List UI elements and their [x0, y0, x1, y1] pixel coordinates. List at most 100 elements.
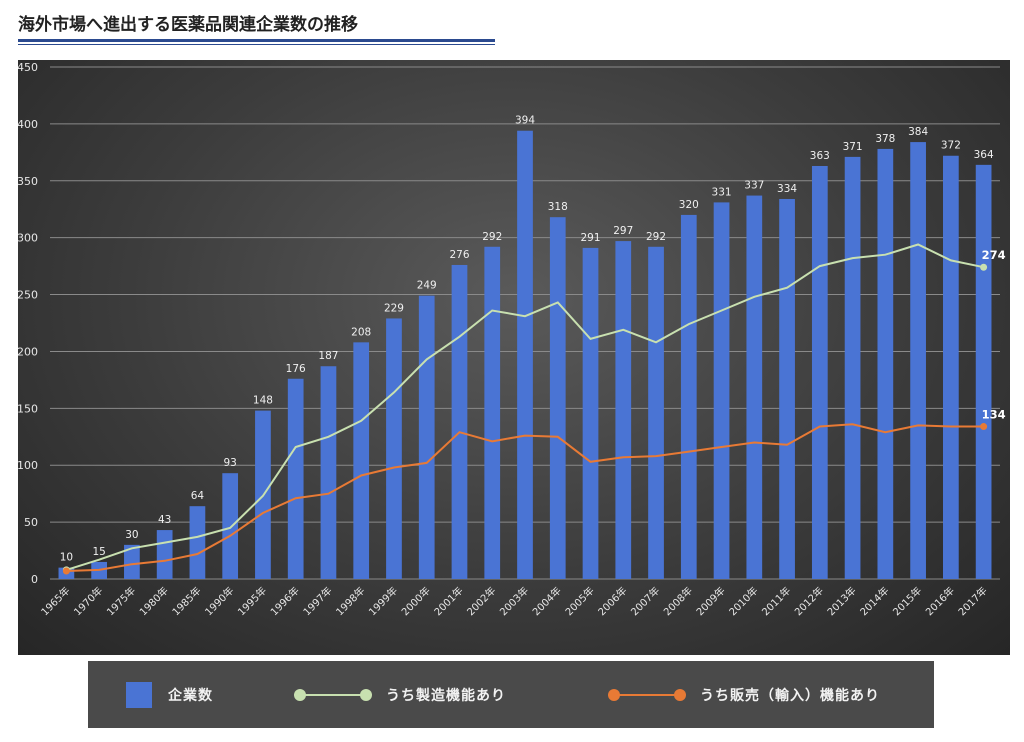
- bar-value-label: 30: [125, 529, 138, 541]
- x-tick-label: 2014年: [857, 584, 891, 618]
- x-tick-label: 2011年: [759, 584, 793, 618]
- bar: [844, 156, 861, 579]
- bar: [124, 544, 140, 579]
- bar: [156, 530, 173, 579]
- bar-value-label: 10: [60, 552, 73, 564]
- legend-item-manufacturing: うち製造機能あり: [294, 661, 506, 728]
- sales-line: [66, 423, 984, 572]
- bar: [615, 241, 632, 579]
- x-tick-label: 1975年: [104, 584, 138, 618]
- x-tick-label: 1985年: [169, 584, 203, 618]
- legend-swatch-companies: [126, 681, 152, 708]
- x-tick-label: 2015年: [890, 584, 924, 618]
- bar: [975, 164, 992, 580]
- bar: [353, 342, 370, 579]
- y-tick-label: 50: [24, 516, 38, 529]
- bar: [779, 198, 795, 579]
- bar-value-label: 249: [417, 280, 437, 292]
- y-tick-label: 100: [18, 459, 38, 472]
- bar: [517, 130, 533, 579]
- x-tick-label: 2012年: [792, 584, 826, 618]
- bar: [287, 378, 304, 579]
- bar: [713, 202, 730, 579]
- bar-value-label: 378: [875, 133, 895, 145]
- x-tick-label: 2009年: [693, 584, 727, 618]
- bar: [910, 142, 926, 579]
- bar-value-label: 176: [286, 363, 306, 375]
- x-tick-label: 2000年: [399, 584, 433, 618]
- bar-value-label: 229: [384, 302, 404, 314]
- bar-value-label: 187: [318, 350, 338, 362]
- x-tick-label: 2013年: [824, 584, 858, 618]
- bar-value-label: 15: [92, 546, 105, 558]
- x-tick-label: 1990年: [202, 584, 236, 618]
- legend-item-sales: うち販売（輸入）機能あり: [608, 661, 880, 728]
- bar-value-label: 64: [191, 490, 205, 502]
- bar-value-label: 363: [810, 150, 830, 162]
- x-tick-label: 2003年: [497, 584, 531, 618]
- legend-label-companies: 企業数: [168, 687, 213, 704]
- x-tick-label: 1980年: [137, 584, 171, 618]
- y-tick-label: 150: [18, 402, 38, 415]
- x-tick-label: 2001年: [431, 584, 465, 618]
- bar: [484, 246, 501, 579]
- bar-value-label: 337: [744, 180, 764, 192]
- bar: [222, 473, 239, 579]
- bar-value-label: 208: [351, 326, 371, 338]
- y-tick-label: 450: [18, 61, 38, 74]
- x-tick-label: 2007年: [628, 584, 662, 618]
- bar-value-label: 292: [646, 231, 666, 243]
- x-tick-label: 1997年: [300, 584, 334, 618]
- y-tick-label: 250: [18, 289, 38, 302]
- bar: [451, 264, 468, 579]
- bar: [877, 148, 894, 580]
- x-tick-label: 1965年: [38, 584, 72, 618]
- bar: [746, 195, 763, 579]
- bar: [549, 217, 566, 580]
- bar-value-label: 276: [449, 249, 469, 261]
- title-underline-thin: [18, 44, 495, 45]
- bar-value-label: 318: [548, 201, 568, 213]
- title-underline: [18, 39, 495, 42]
- bar: [320, 366, 337, 579]
- bar-value-label: 297: [613, 225, 633, 237]
- y-tick-label: 400: [18, 118, 38, 131]
- line-end-label: 134: [982, 408, 1006, 422]
- legend-line-manufacturing: [294, 688, 372, 702]
- line-point: [980, 423, 988, 431]
- bar-value-label: 384: [908, 126, 928, 138]
- bar-value-label: 43: [158, 514, 171, 526]
- x-tick-label: 2002年: [464, 584, 498, 618]
- bar-value-label: 148: [253, 395, 273, 407]
- bar-value-label: 371: [843, 141, 863, 153]
- bar-value-label: 93: [223, 457, 236, 469]
- bar: [418, 295, 435, 579]
- x-tick-label: 2008年: [661, 584, 695, 618]
- bar-value-label: 291: [580, 232, 600, 244]
- chart-panel: 0 50 100 150 200 250 300 350 400 450 10 15 30 43 64 93 1…: [18, 60, 1010, 655]
- x-tick-label: 1998年: [333, 584, 367, 618]
- x-tick-label: 2016年: [923, 584, 957, 618]
- y-tick-label: 200: [18, 345, 38, 358]
- manufacturing-line: [66, 243, 984, 571]
- x-tick-label: 2017年: [955, 584, 989, 618]
- x-tick-label: 1970年: [71, 584, 105, 618]
- legend-line-sales: [608, 688, 686, 702]
- x-tick-label: 1996年: [268, 584, 302, 618]
- chart-plot: 0 50 100 150 200 250 300 350 400 450 10 15 30 43 64 93 1…: [18, 61, 1006, 618]
- line-point: [980, 263, 988, 271]
- x-tick-label: 2004年: [530, 584, 564, 618]
- bar-value-label: 334: [777, 183, 797, 195]
- y-tick-label: 0: [31, 573, 38, 586]
- x-tick-label: 2005年: [562, 584, 596, 618]
- bar-value-label: 364: [974, 149, 994, 161]
- x-tick-label: 1999年: [366, 584, 400, 618]
- line-end-label: 274: [982, 248, 1006, 262]
- x-tick-label: 2010年: [726, 584, 760, 618]
- bar-value-label: 372: [941, 140, 961, 152]
- legend-label-sales: うち販売（輸入）機能あり: [700, 687, 880, 704]
- x-tick-label: 1995年: [235, 584, 269, 618]
- chart-title: 海外市場へ進出する医薬品関連企業数の推移: [18, 15, 358, 35]
- bar-value-label: 320: [679, 199, 699, 211]
- legend-item-companies: 企業数: [126, 661, 213, 728]
